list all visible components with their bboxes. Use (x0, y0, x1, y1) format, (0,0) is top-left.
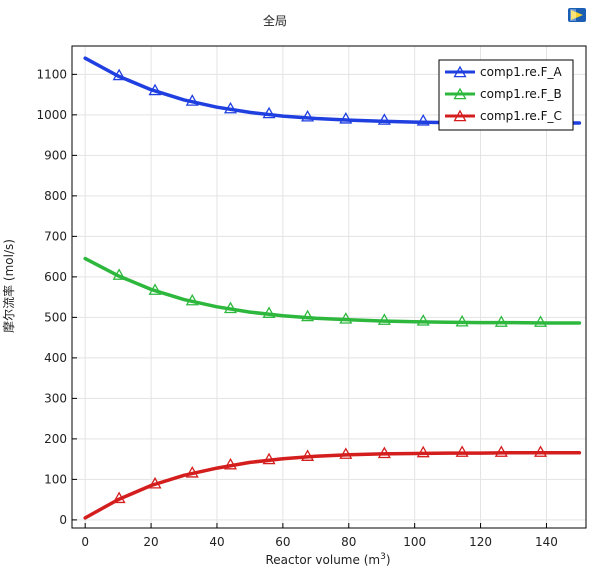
legend-label: comp1.re.F_B (480, 87, 562, 101)
app-logo-icon (568, 8, 586, 22)
series-line (83, 256, 582, 325)
x-tick-label: 120 (469, 535, 492, 549)
legend-marker (453, 65, 467, 78)
legend-item: comp1.re.F_C (445, 109, 562, 123)
series-comp1.re.F_B (83, 256, 582, 327)
x-tick-label: 100 (403, 535, 426, 549)
data-point-marker (262, 306, 276, 318)
data-point-marker (377, 313, 391, 325)
y-tick-label: 600 (44, 270, 67, 284)
x-tick-labels: 0 20 40 60 80 100 120 140 (81, 535, 558, 549)
data-point-marker (455, 314, 469, 327)
plot-frame (71, 45, 587, 529)
data-point-marker (534, 315, 548, 327)
data-point-marker (494, 315, 508, 327)
legend-item: comp1.re.F_A (445, 65, 562, 79)
legend-label: comp1.re.F_A (480, 65, 562, 79)
data-point-marker (534, 445, 548, 457)
data-point-marker (262, 452, 276, 465)
data-point-marker (185, 94, 199, 106)
data-point-marker (416, 114, 430, 126)
y-tick-label: 1100 (36, 67, 67, 81)
data-point-marker (339, 312, 353, 324)
data-point-marker (301, 109, 315, 122)
legend-label: comp1.re.F_C (480, 109, 562, 123)
series-line (83, 450, 582, 520)
legend-marker (453, 109, 467, 122)
data-point-marker (148, 83, 162, 96)
y-tick-label: 300 (44, 391, 67, 405)
series-comp1.re.F_C (83, 445, 582, 520)
data-point-marker (339, 111, 353, 124)
data-point-marker (148, 283, 162, 295)
data-point-marker (455, 445, 469, 457)
data-point-marker (112, 491, 126, 504)
y-tick-labels: 0 100 200 300 400 500 600 700 800 900 1000 1100 (36, 67, 67, 527)
y-tick-label: 700 (44, 229, 67, 243)
data-point-marker (223, 457, 237, 470)
data-point-marker (494, 445, 508, 457)
y-tick-label: 0 (59, 513, 67, 527)
x-axis-label: Reactor volume (m3) (266, 552, 391, 567)
data-point-marker (223, 301, 237, 314)
y-tick-label: 200 (44, 432, 67, 446)
y-tick-label: 800 (44, 189, 67, 203)
data-point-marker (301, 309, 315, 322)
x-tick-label: 140 (535, 535, 558, 549)
y-tick-label: 900 (44, 148, 67, 162)
y-tick-label: 1000 (36, 108, 67, 122)
legend: comp1.re.F_A comp1.re.F_B comp1.re.F_C (438, 59, 574, 131)
x-tick-label: 20 (143, 535, 158, 549)
y-tick-label: 500 (44, 310, 67, 324)
data-point-marker (223, 101, 237, 114)
y-tick-label: 400 (44, 351, 67, 365)
data-point-marker (262, 106, 276, 119)
data-point-marker (416, 445, 430, 458)
data-point-marker (377, 446, 391, 459)
data-point-marker (416, 314, 430, 326)
legend-item: comp1.re.F_B (445, 87, 562, 101)
data-point-marker (185, 293, 199, 306)
data-point-marker (185, 465, 199, 478)
legend-marker (453, 87, 467, 100)
data-point-marker (148, 476, 162, 489)
y-tick-label: 100 (44, 472, 67, 486)
data-point-marker (112, 268, 126, 280)
chart-title: 全局 (263, 13, 287, 28)
data-point-marker (301, 449, 315, 461)
data-point-marker (377, 113, 391, 125)
tick-marks (72, 73, 547, 528)
data-point-marker (112, 68, 126, 81)
x-tick-label: 60 (275, 535, 290, 549)
y-axis-label: 摩尔流率 (mol/s) (1, 239, 16, 333)
x-tick-label: 40 (209, 535, 224, 549)
x-tick-label: 80 (341, 535, 356, 549)
x-tick-label: 0 (81, 535, 89, 549)
data-point-marker (339, 447, 353, 459)
